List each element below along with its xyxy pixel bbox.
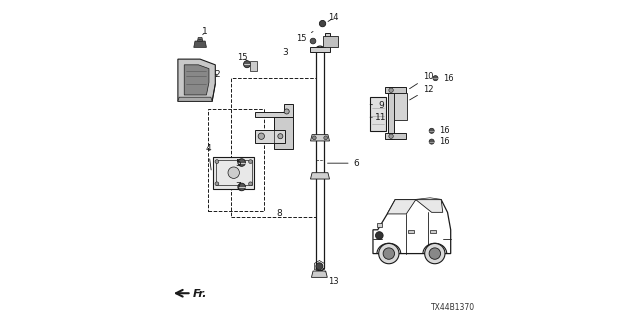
Text: 16: 16 <box>440 126 450 135</box>
Text: 16: 16 <box>444 74 454 83</box>
Circle shape <box>429 139 434 144</box>
Text: TX44B1370: TX44B1370 <box>431 303 476 312</box>
Circle shape <box>389 134 393 139</box>
Bar <box>213 157 254 188</box>
Circle shape <box>215 182 219 186</box>
Polygon shape <box>370 97 386 132</box>
Polygon shape <box>377 223 383 227</box>
Polygon shape <box>388 87 394 140</box>
Circle shape <box>429 128 434 133</box>
Text: 10: 10 <box>410 72 433 89</box>
Text: 5: 5 <box>236 159 241 168</box>
Circle shape <box>244 61 250 68</box>
Text: 7: 7 <box>236 182 241 191</box>
Text: 2: 2 <box>214 70 220 79</box>
Text: 1: 1 <box>202 27 208 36</box>
Polygon shape <box>395 198 441 200</box>
Text: 9: 9 <box>370 101 384 110</box>
Circle shape <box>284 109 289 114</box>
Polygon shape <box>255 130 285 142</box>
Text: 15: 15 <box>237 53 248 62</box>
Circle shape <box>215 160 219 164</box>
Circle shape <box>248 182 252 186</box>
Text: 14: 14 <box>328 13 339 22</box>
Circle shape <box>278 134 283 139</box>
Bar <box>216 160 252 185</box>
Text: 8: 8 <box>276 209 282 219</box>
Polygon shape <box>387 200 416 214</box>
Circle shape <box>312 136 316 140</box>
Bar <box>209 109 264 211</box>
Polygon shape <box>394 93 407 120</box>
Circle shape <box>383 248 394 259</box>
Circle shape <box>429 248 440 259</box>
Polygon shape <box>310 135 330 141</box>
Text: 15: 15 <box>296 32 313 43</box>
Circle shape <box>319 20 326 27</box>
Circle shape <box>389 88 393 92</box>
Text: 4: 4 <box>205 144 211 170</box>
Polygon shape <box>194 41 207 47</box>
Polygon shape <box>178 97 212 101</box>
Polygon shape <box>385 133 406 140</box>
Polygon shape <box>198 37 203 41</box>
Polygon shape <box>250 61 257 70</box>
Circle shape <box>425 244 445 264</box>
Circle shape <box>310 38 316 44</box>
Circle shape <box>376 232 383 239</box>
Circle shape <box>228 167 239 178</box>
Circle shape <box>379 244 399 264</box>
Text: 13: 13 <box>325 271 339 286</box>
Circle shape <box>248 160 252 164</box>
Polygon shape <box>310 173 330 179</box>
Text: 3: 3 <box>282 48 288 57</box>
Bar <box>408 230 414 233</box>
Bar <box>430 230 436 233</box>
Circle shape <box>433 76 438 81</box>
Polygon shape <box>274 117 293 149</box>
Polygon shape <box>184 65 209 95</box>
Circle shape <box>258 133 264 140</box>
Text: Fr.: Fr. <box>193 289 207 299</box>
Polygon shape <box>310 33 330 52</box>
Polygon shape <box>323 36 339 47</box>
Polygon shape <box>416 200 443 212</box>
Text: 12: 12 <box>410 85 433 100</box>
Bar <box>230 77 316 217</box>
Polygon shape <box>255 105 293 117</box>
Text: 6: 6 <box>328 159 359 168</box>
Polygon shape <box>178 59 215 101</box>
Circle shape <box>316 263 323 270</box>
Circle shape <box>324 136 328 140</box>
Polygon shape <box>312 271 327 277</box>
Text: 11: 11 <box>370 113 387 122</box>
Polygon shape <box>385 87 406 93</box>
Circle shape <box>238 183 246 191</box>
Circle shape <box>238 159 246 166</box>
Text: 16: 16 <box>440 137 450 146</box>
